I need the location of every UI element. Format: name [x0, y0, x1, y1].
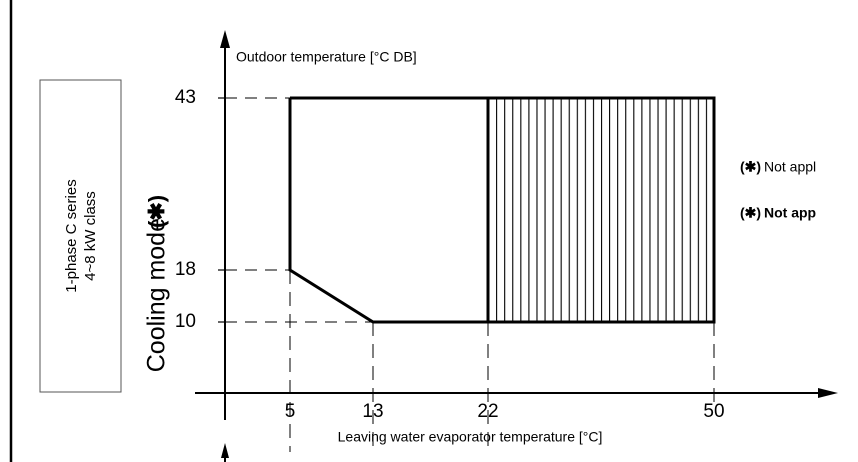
y-arrow: [220, 30, 230, 48]
x-axis-title: Leaving water evaporator temperature [°C…: [338, 429, 603, 445]
boundary: [288, 96, 716, 324]
y-tick-label: 18: [175, 259, 196, 280]
side-box: [39, 79, 122, 393]
y-tick-label: 10: [175, 311, 196, 332]
hatched-region: [488, 98, 714, 322]
side-label: 1-phase C series: [63, 179, 80, 292]
y-label: Cooling mode: [143, 218, 171, 372]
note-text: Not app: [764, 205, 816, 221]
note-marker: (✱): [740, 205, 761, 221]
y-arrow-next: [221, 443, 229, 458]
notes: (✱) Not appl(✱) Not app: [740, 159, 816, 221]
side-label: 4~8 kW class: [82, 191, 99, 281]
y-marker: (✱): [144, 195, 169, 228]
x-tick-label: 50: [703, 401, 724, 422]
y-tick-label: 43: [175, 87, 196, 108]
x-arrow: [818, 388, 838, 398]
note-text: Not appl: [764, 159, 816, 175]
y-axis-title: Outdoor temperature [°C DB]: [236, 49, 417, 65]
note-marker: (✱): [740, 159, 761, 175]
